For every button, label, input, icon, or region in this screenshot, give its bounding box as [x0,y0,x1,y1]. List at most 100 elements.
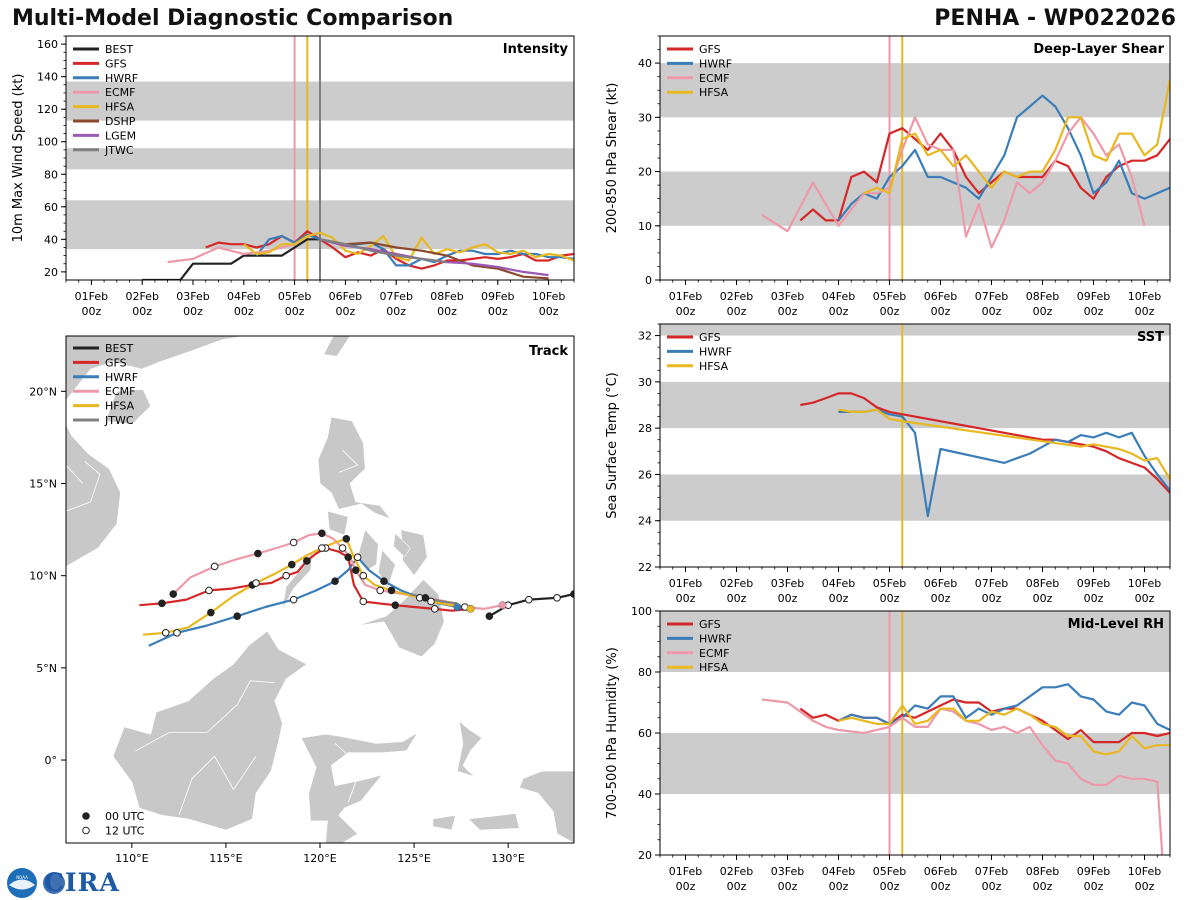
track-panel: 110°E 115°E 120°E 125°E 130°E 0° 5°N 10°N 15°N 20… [29,335,575,865]
track-marker-best-2 [525,595,533,604]
track-xtick-label-3: 125°E [397,852,430,865]
track-marker-hwrf-12 [233,612,242,621]
shear-ytick-label-1: 10 [638,220,652,233]
track-start-hfsa [466,605,475,613]
rh-xtick-label-5: 06Feb 00z [924,865,957,893]
rh-series-hfsa [838,704,1170,756]
sst-xtick-label-5: 06Feb 00z [924,577,957,605]
intensity-xtick-label-7: 08Feb 00z [430,290,463,318]
sst-xtick-label-3: 04Feb 00z [822,577,855,605]
track-xtick-label-4: 130°E [491,852,524,865]
border-4 [334,743,362,803]
track-marker-gfs-4 [391,601,400,609]
intensity-title: Intensity [503,42,569,57]
sst-xtick-label-7: 08Feb 00z [1026,577,1059,605]
intensity-panel: 20 40 60 80 100 120 140 160 01Feb 00z 02Feb 00z 03Fe… [11,35,575,318]
track-legend-label-gfs: GFS [105,356,127,369]
shear-band-0 [660,171,1170,226]
intensity-xtick-label-8: 09Feb 00z [481,290,514,318]
land-10 [317,416,398,528]
rh-series-ecmf [761,698,1164,855]
intensity-legend-label-gfs: GFS [105,57,127,70]
rh-plot-area [660,611,1170,855]
track-marker-ecmf-10 [338,544,347,552]
shear-plot-area [660,36,1170,280]
intensity-ytick-label-2: 60 [44,201,58,214]
track-marker-hfsa-14 [252,579,260,587]
track-marker-ecmf-12 [318,529,326,538]
track-start-best [570,590,574,598]
track-title: Track [529,344,568,359]
shear-series-hfsa [863,79,1170,195]
shear-xtick-label-6: 07Feb 00z [975,290,1008,318]
track-marker-best-4 [485,612,494,621]
track-marker-gfs-20 [158,599,166,608]
intensity-legend-label-ecmf: ECMF [105,86,135,99]
rh-legend-label-gfs: GFS [699,618,721,631]
rh-xtick-label-9: 10Feb 00z [1128,865,1161,893]
track-plot-area [66,336,574,843]
land-11 [327,510,349,536]
track-marker-best-1 [553,593,561,602]
track-start-ecmf [498,601,507,609]
track-marker-hfsa-8 [342,535,351,543]
intensity-series-dshp [319,238,549,280]
rh-xtick-label-1: 02Feb 00z [720,865,753,893]
rh-legend-label-hwrf: HWRF [699,632,732,645]
land-4 [112,630,308,831]
intensity-ytick-label-7: 160 [37,38,58,51]
sst-legend-label-hwrf: HWRF [699,345,732,358]
land-12 [357,528,379,571]
sst-xtick-label-1: 02Feb 00z [720,577,753,605]
shear-xtick-label-3: 04Feb 00z [822,290,855,318]
rh-ylabel: 700-500 hPa Humidity (%) [605,647,620,819]
track-ytick-label-4: 20°N [29,385,57,398]
sst-xtick-label-9: 10Feb 00z [1128,577,1161,605]
intensity-series-hfsa [243,231,574,262]
track-marker-gfs-12 [303,557,311,565]
sst-xtick-label-6: 07Feb 00z [975,577,1008,605]
track-marker-gfs-14 [282,571,290,580]
land-0 [66,424,121,567]
shear-xtick-label-2: 03Feb 00z [771,290,804,318]
sst-title: SST [1137,330,1164,345]
track-legend-label-best: BEST [105,342,133,355]
intensity-ytick-label-5: 120 [37,103,58,116]
track-marker-ecmf-4 [421,593,430,602]
intensity-xtick-label-4: 05Feb 00z [278,290,311,318]
cira-logo-text: CIRA [44,868,120,897]
rh-xtick-label-3: 04Feb 00z [822,865,855,893]
track-marker-legend-label-1: 12 UTC [105,825,145,838]
sst-ytick-label-4: 30 [638,376,652,389]
rh-ytick-label-2: 60 [638,727,652,740]
rh-xtick-label-0: 01Feb 00z [669,865,702,893]
shear-xtick-label-5: 06Feb 00z [924,290,957,318]
sst-series-hfsa [838,408,1170,480]
shear-ytick-label-3: 30 [638,111,652,124]
intensity-legend-label-jtwc: JTWC [104,144,134,157]
shear-xtick-label-8: 09Feb 00z [1077,290,1110,318]
track-marker-ecmf-18 [210,562,219,571]
track-marker-hfsa-4 [387,586,396,595]
shear-panel: 0 10 20 30 40 01Feb 00z 02Feb 00z 03Feb 00z 04Feb 00… [605,35,1171,318]
shear-xtick-label-1: 02Feb 00z [720,290,753,318]
track-marker-hwrf-8 [331,577,339,586]
land-3 [323,336,351,357]
track-xtick-label-2: 120°E [303,852,336,865]
sst-xtick-label-8: 09Feb 00z [1077,577,1110,605]
track-ytick-label-2: 10°N [29,570,57,583]
track-ytick-label-1: 5°N [36,662,57,675]
intensity-legend-label-dshp: DSHP [105,115,136,128]
track-marker-gfs-18 [205,586,213,595]
track-marker-ecmf-6 [376,586,385,595]
shear-ytick-label-2: 20 [638,166,652,179]
sst-frame [659,323,1171,568]
border-3 [178,755,257,816]
land-17 [393,532,411,558]
track-marker-legend-1 [82,826,90,835]
land-7 [518,770,574,843]
shear-xtick-label-7: 08Feb 00z [1026,290,1059,318]
sst-legend-label-gfs: GFS [699,331,721,344]
rh-ytick-label-3: 80 [638,666,652,679]
